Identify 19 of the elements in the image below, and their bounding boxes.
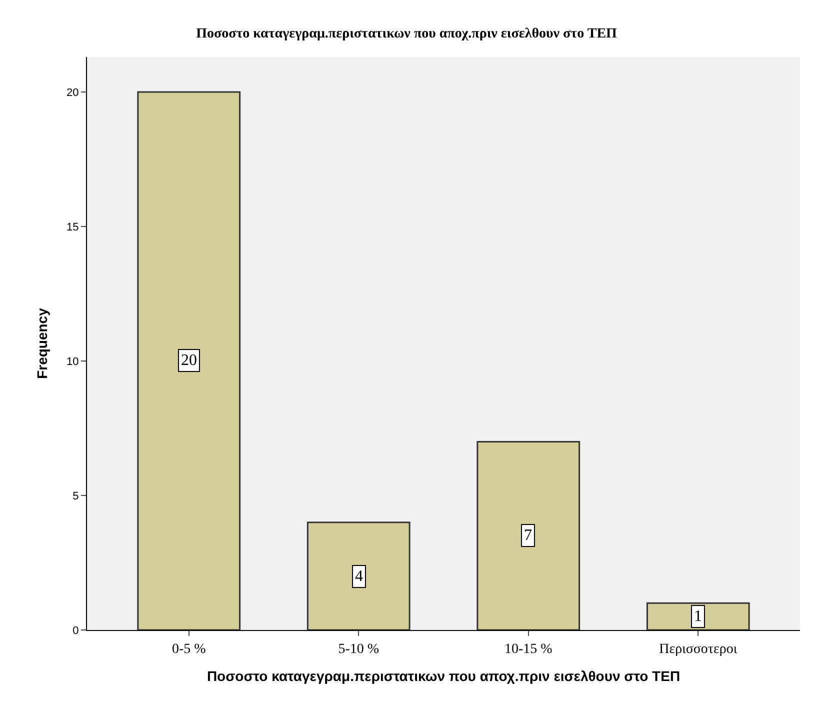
bar <box>476 440 580 630</box>
chart-title: Ποσοστο καταγεγραμ.περιστατικων που αποχ.πριν εισελθουν στο ΤΕΠ <box>196 26 618 42</box>
data-label: 1 <box>694 608 702 625</box>
y-axis-title: Frequency <box>34 308 50 379</box>
x-tick-label: 5-10 % <box>338 642 380 657</box>
bar <box>137 91 241 630</box>
bar <box>306 522 410 630</box>
x-tick-label: 10-15 % <box>504 642 553 657</box>
y-tick-label: 20 <box>66 86 79 99</box>
x-tick-label: 0-5 % <box>172 642 206 657</box>
y-tick-label: 15 <box>66 221 79 234</box>
y-tick-label: 0 <box>72 624 79 637</box>
data-label: 20 <box>181 352 197 369</box>
data-label: 7 <box>524 527 532 544</box>
y-tick-label: 10 <box>66 356 79 368</box>
x-axis-title: Ποσοστο καταγεγραμ.περιστατικων που αποχ.πριν εισελθουν στο ΤΕΠ <box>206 668 680 684</box>
y-tick-label: 5 <box>72 490 79 502</box>
x-tick-label: Περισσοτεροι <box>659 642 738 657</box>
data-label: 4 <box>355 568 363 585</box>
